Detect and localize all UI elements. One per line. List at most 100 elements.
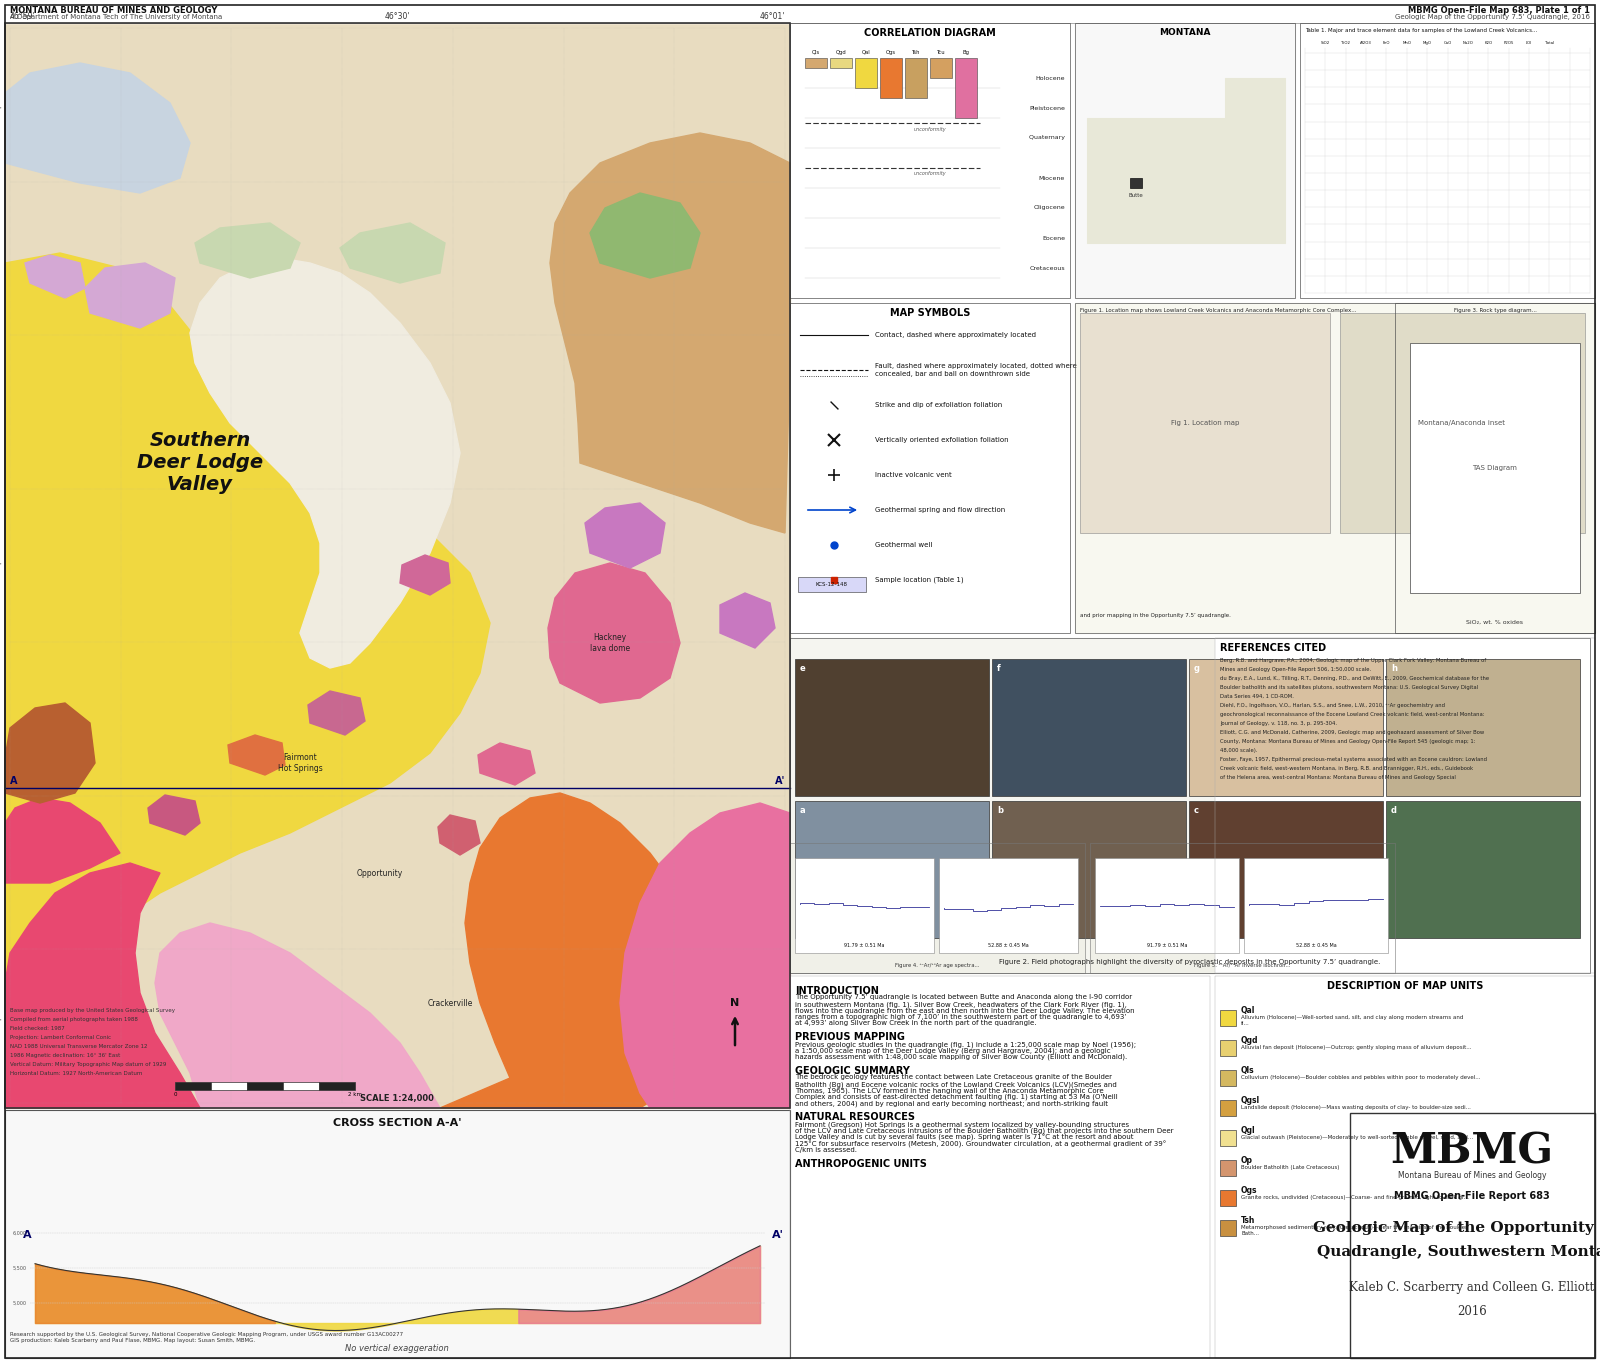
Bar — [1395, 303, 1595, 632]
Text: 46°30': 46°30' — [384, 12, 410, 20]
Text: at 4,993’ along Silver Bow Creek in the north part of the quadrangle.: at 4,993’ along Silver Bow Creek in the … — [795, 1021, 1037, 1026]
Text: and others, 2004) and by regional and early becoming northeast; and north-striki: and others, 2004) and by regional and ea… — [795, 1100, 1107, 1107]
Bar — [1221, 1040, 1235, 1056]
Text: MONTANA: MONTANA — [1160, 29, 1211, 37]
Text: TiO2: TiO2 — [1341, 41, 1350, 45]
Bar — [318, 1082, 355, 1090]
Text: C/km is assessed.: C/km is assessed. — [795, 1148, 858, 1153]
Bar — [1189, 801, 1382, 938]
Text: Elliott, C.G. and McDonald, Catherine, 2009, Geologic map and geohazard assessme: Elliott, C.G. and McDonald, Catherine, 2… — [1221, 731, 1485, 735]
Text: d: d — [1390, 806, 1397, 815]
Bar — [1094, 857, 1238, 953]
Text: Vertically oriented exfoliation foliation: Vertically oriented exfoliation foliatio… — [875, 438, 1008, 443]
Polygon shape — [5, 63, 190, 194]
Bar — [854, 59, 877, 89]
Text: P2O5: P2O5 — [1504, 41, 1514, 45]
Bar — [1299, 23, 1595, 298]
Text: Oligocene: Oligocene — [1034, 206, 1066, 210]
Text: Opportunity: Opportunity — [357, 868, 403, 878]
Text: Tsh: Tsh — [912, 50, 920, 55]
Bar — [798, 577, 866, 592]
Text: unconformity: unconformity — [914, 127, 946, 131]
Text: Diehl, F.O., Ingolfsson, V.O., Harlan, S.S., and Snee, L.W., 2010, ³⁷Ar geochemi: Diehl, F.O., Ingolfsson, V.O., Harlan, S… — [1221, 703, 1445, 707]
Text: Contact, dashed where approximately located: Contact, dashed where approximately loca… — [875, 333, 1037, 338]
Polygon shape — [586, 503, 666, 568]
Text: Fairmont
Hot Springs: Fairmont Hot Springs — [278, 754, 322, 773]
Text: SiO₂, wt. % oxides: SiO₂, wt. % oxides — [1467, 620, 1523, 626]
Text: 48,000 scale).: 48,000 scale). — [1221, 748, 1258, 752]
Text: b: b — [997, 806, 1003, 815]
Bar — [880, 59, 902, 98]
Bar — [790, 23, 1070, 298]
Text: Eocene: Eocene — [1042, 236, 1066, 240]
Text: Thomas, 1965). The LCV formed in the hanging wall of the Anaconda Metamorphic Co: Thomas, 1965). The LCV formed in the han… — [795, 1088, 1104, 1094]
Bar — [1395, 303, 1595, 632]
Bar — [1090, 842, 1395, 973]
Text: Holocene: Holocene — [1035, 75, 1066, 80]
Polygon shape — [440, 793, 710, 1108]
Text: 0: 0 — [173, 1092, 176, 1097]
Text: Hackney
lava dome: Hackney lava dome — [590, 634, 630, 653]
Bar — [1221, 1070, 1235, 1086]
Text: Research supported by the U.S. Geological Survey, National Cooperative Geologic : Research supported by the U.S. Geologica… — [10, 1332, 403, 1343]
Bar — [790, 303, 1070, 632]
Bar — [1299, 23, 1595, 298]
Text: Kaleb C. Scarberry and Colleen G. Elliott: Kaleb C. Scarberry and Colleen G. Elliot… — [1349, 1281, 1595, 1293]
Bar — [1221, 1190, 1235, 1206]
Bar — [992, 658, 1186, 796]
Polygon shape — [85, 263, 174, 328]
Text: Base map produced by the United States Geological Survey: Base map produced by the United States G… — [10, 1009, 174, 1013]
Text: Qal: Qal — [1242, 1006, 1256, 1015]
Bar — [174, 1082, 211, 1090]
Bar — [5, 5, 1595, 23]
Text: 91.79 ± 0.51 Ma: 91.79 ± 0.51 Ma — [843, 943, 885, 949]
Bar — [790, 638, 1590, 973]
Text: Qls: Qls — [1242, 1066, 1254, 1075]
Text: 46°30': 46°30' — [0, 108, 2, 112]
Text: REFERENCES CITED: REFERENCES CITED — [1221, 643, 1326, 653]
Text: Qgd: Qgd — [835, 50, 846, 55]
Text: 2016: 2016 — [1458, 1304, 1486, 1318]
Text: MnO: MnO — [1402, 41, 1411, 45]
Text: The Opportunity 7.5’ quadrangle is located between Butte and Anaconda along the : The Opportunity 7.5’ quadrangle is locat… — [795, 995, 1133, 1000]
Text: Geothermal well: Geothermal well — [875, 542, 933, 548]
Text: MONTANA BUREAU OF MINES AND GEOLOGY: MONTANA BUREAU OF MINES AND GEOLOGY — [10, 5, 218, 15]
Text: Geologic Map of the Opportunity 7.5’: Geologic Map of the Opportunity 7.5’ — [1314, 1221, 1600, 1235]
Text: Data Series 494, 1 CD-ROM.: Data Series 494, 1 CD-ROM. — [1221, 694, 1294, 699]
Bar — [795, 857, 934, 953]
Bar — [790, 23, 1070, 298]
Bar — [790, 976, 1210, 1358]
Bar — [790, 638, 1590, 973]
Bar — [1341, 313, 1586, 533]
Text: a: a — [800, 806, 806, 815]
Text: 52.88 ± 0.45 Ma: 52.88 ± 0.45 Ma — [1296, 943, 1336, 949]
Text: 46°45': 46°45' — [0, 563, 2, 568]
Text: Strike and dip of exfoliation foliation: Strike and dip of exfoliation foliation — [875, 402, 1002, 408]
Text: SCALE 1:24,000: SCALE 1:24,000 — [360, 1094, 434, 1103]
Bar — [5, 23, 790, 1108]
Bar — [1075, 23, 1294, 298]
Bar — [1410, 343, 1581, 593]
Text: A Department of Montana Tech of The University of Montana: A Department of Montana Tech of The Univ… — [10, 14, 222, 20]
Bar — [283, 1082, 318, 1090]
Text: MBMG: MBMG — [1390, 1131, 1554, 1174]
Text: Quaternary: Quaternary — [1019, 135, 1066, 140]
Text: Southern
Deer Lodge
Valley: Southern Deer Lodge Valley — [138, 432, 262, 495]
Text: geochronological reconnaissance of the Eocene Lowland Creek volcanic field, west: geochronological reconnaissance of the E… — [1221, 711, 1485, 717]
Text: Alluvium (Holocene)—Well-sorted sand, silt, and clay along modern streams and
fl: Alluvium (Holocene)—Well-sorted sand, si… — [1242, 1015, 1464, 1026]
Text: INTRODUCTION: INTRODUCTION — [795, 985, 878, 996]
Text: 52.88 ± 0.45 Ma: 52.88 ± 0.45 Ma — [987, 943, 1029, 949]
Text: Fairmont (Gregson) Hot Springs is a geothermal system localized by valley-boundi: Fairmont (Gregson) Hot Springs is a geot… — [795, 1120, 1130, 1127]
Text: du Bray, E.A., Lund, K., Tilling, R.T., Denning, P.D., and DeWitt, E., 2009, Geo: du Bray, E.A., Lund, K., Tilling, R.T., … — [1221, 676, 1490, 682]
Text: h: h — [1390, 664, 1397, 673]
Text: K2O: K2O — [1485, 41, 1493, 45]
Text: CORRELATION DIAGRAM: CORRELATION DIAGRAM — [864, 29, 995, 38]
Text: Fault, dashed where approximately located, dotted where
concealed, bar and ball : Fault, dashed where approximately locate… — [875, 364, 1077, 376]
Text: A': A' — [771, 1229, 784, 1240]
Bar — [1386, 801, 1581, 938]
Text: FeO: FeO — [1382, 41, 1390, 45]
Text: Table 1. Major and trace element data for samples of the Lowland Creek Volcanics: Table 1. Major and trace element data fo… — [1306, 29, 1538, 33]
Text: PREVIOUS MAPPING: PREVIOUS MAPPING — [795, 1033, 906, 1043]
Text: Creek volcanic field, west-western Montana, in Berg, R.B. and Brannigger, R.H., : Creek volcanic field, west-western Monta… — [1221, 766, 1474, 771]
Bar — [1214, 638, 1595, 973]
